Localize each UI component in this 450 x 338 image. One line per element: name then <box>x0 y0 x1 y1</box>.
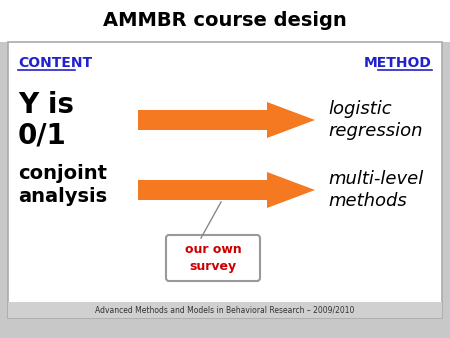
Bar <box>138 110 267 130</box>
Text: multi-level
methods: multi-level methods <box>328 170 423 210</box>
Text: CONTENT: CONTENT <box>18 56 92 70</box>
Text: our own
survey: our own survey <box>184 243 241 273</box>
Bar <box>8 42 442 318</box>
Text: logistic
regression: logistic regression <box>328 100 423 140</box>
Text: conjoint
analysis: conjoint analysis <box>18 164 107 206</box>
Text: Advanced Methods and Models in Behavioral Research – 2009/2010: Advanced Methods and Models in Behaviora… <box>95 306 355 314</box>
Text: AMMBR course design: AMMBR course design <box>103 11 347 30</box>
Text: METHOD: METHOD <box>364 56 432 70</box>
Bar <box>8 302 442 318</box>
Polygon shape <box>267 172 315 208</box>
Polygon shape <box>267 102 315 138</box>
Bar <box>0 0 450 42</box>
FancyBboxPatch shape <box>166 235 260 281</box>
Text: Y is
0/1: Y is 0/1 <box>18 91 74 149</box>
Bar <box>138 180 267 200</box>
